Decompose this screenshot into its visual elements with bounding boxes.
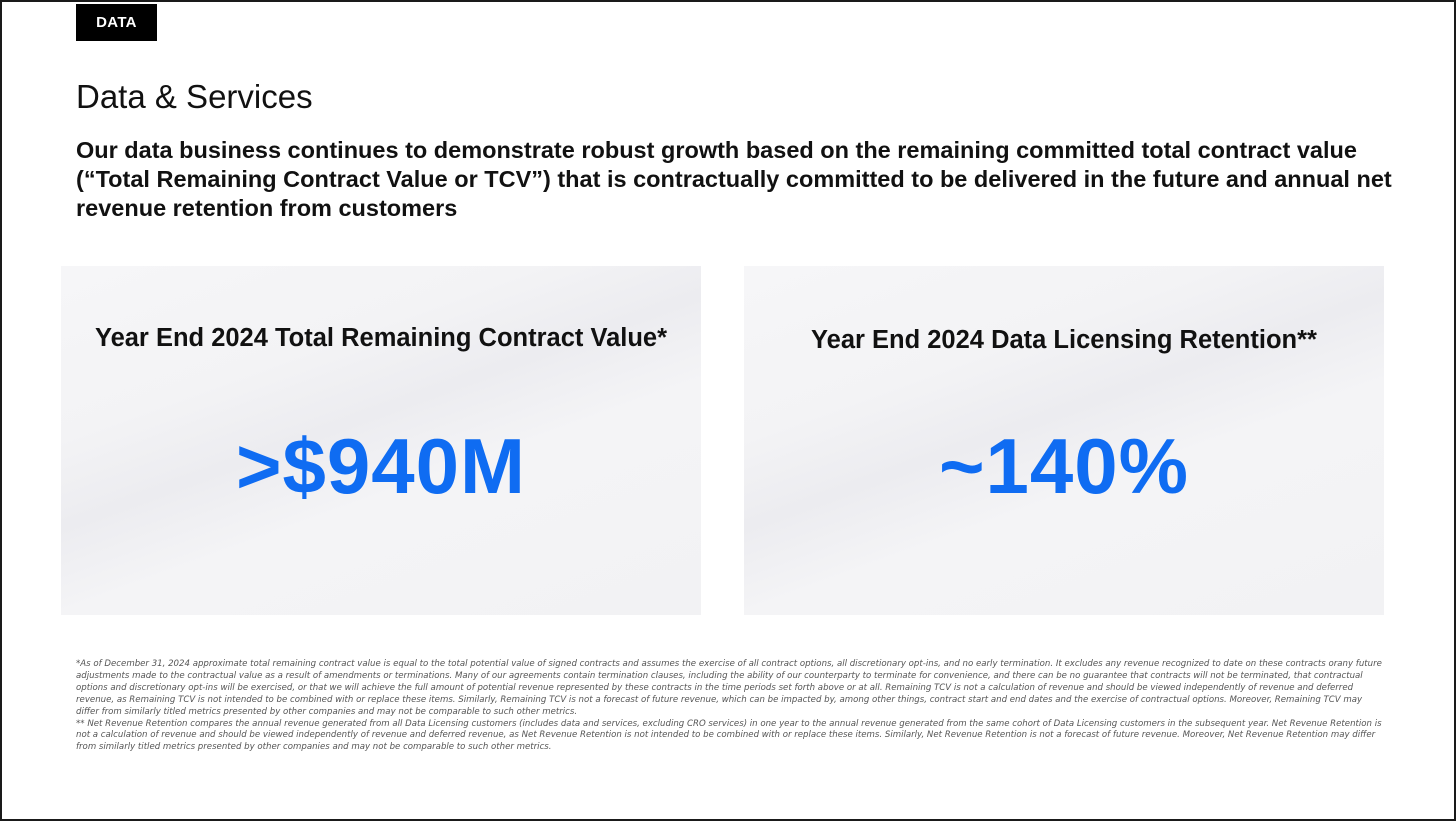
section-tag: DATA bbox=[76, 4, 157, 41]
footnote-tcv: *As of December 31, 2024 approximate tot… bbox=[76, 659, 1382, 717]
footnote-nrr: ** Net Revenue Retention compares the an… bbox=[76, 718, 1382, 753]
footnotes: *As of December 31, 2024 approximate tot… bbox=[76, 659, 1386, 754]
headline: Our data business continues to demonstra… bbox=[76, 137, 1392, 221]
section-title: Data & Services bbox=[76, 78, 313, 115]
retention-card-value: ~140% bbox=[938, 422, 1190, 510]
tcv-card: Year End 2024 Total Remaining Contract V… bbox=[61, 266, 701, 615]
tcv-card-value: >$940M bbox=[235, 422, 527, 510]
retention-card: Year End 2024 Data Licensing Retention**… bbox=[744, 266, 1384, 615]
retention-card-title: Year End 2024 Data Licensing Retention** bbox=[811, 326, 1317, 354]
tcv-card-title: Year End 2024 Total Remaining Contract V… bbox=[94, 324, 668, 352]
